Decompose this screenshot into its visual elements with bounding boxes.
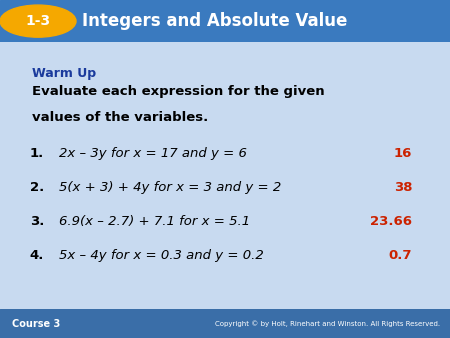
Text: Warm Up: Warm Up	[32, 67, 96, 80]
Text: 5x – 4y for x = 0.3 and y = 0.2: 5x – 4y for x = 0.3 and y = 0.2	[58, 249, 263, 262]
Text: Evaluate each expression for the given: Evaluate each expression for the given	[32, 85, 324, 98]
Text: 1.: 1.	[30, 147, 44, 160]
Text: 2.: 2.	[30, 181, 44, 194]
Text: Integers and Absolute Value: Integers and Absolute Value	[82, 12, 347, 30]
Text: 5(x + 3) + 4y for x = 3 and y = 2: 5(x + 3) + 4y for x = 3 and y = 2	[58, 181, 281, 194]
Text: 6.9(x – 2.7) + 7.1 for x = 5.1: 6.9(x – 2.7) + 7.1 for x = 5.1	[58, 215, 250, 228]
Text: 1-3: 1-3	[26, 14, 50, 28]
Text: 38: 38	[394, 181, 412, 194]
Text: values of the variables.: values of the variables.	[32, 111, 208, 123]
Text: Course 3: Course 3	[12, 319, 60, 329]
Circle shape	[0, 5, 76, 37]
Text: 4.: 4.	[30, 249, 44, 262]
Text: 3.: 3.	[30, 215, 44, 228]
Text: Copyright © by Holt, Rinehart and Winston. All Rights Reserved.: Copyright © by Holt, Rinehart and Winsto…	[215, 320, 440, 327]
Text: 0.7: 0.7	[389, 249, 412, 262]
Text: 2x – 3y for x = 17 and y = 6: 2x – 3y for x = 17 and y = 6	[58, 147, 247, 160]
Text: 23.66: 23.66	[370, 215, 412, 228]
Text: 16: 16	[394, 147, 412, 160]
